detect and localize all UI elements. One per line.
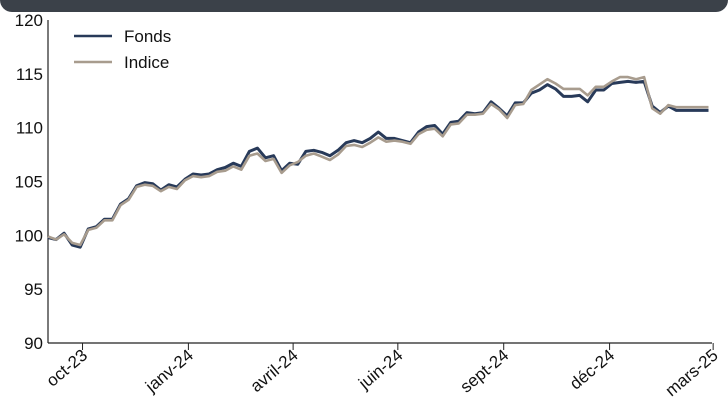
y-tick-label: 95 [24, 280, 43, 299]
x-tick-label: déc-24 [566, 346, 618, 394]
y-tick-label: 115 [16, 65, 43, 84]
x-tick-label: sept-24 [457, 346, 513, 397]
legend-label: Indice [124, 53, 169, 72]
x-tick-label: juin-24 [354, 346, 406, 394]
x-tick-label: janv-24 [141, 346, 197, 397]
header-band [0, 0, 728, 12]
legend: Fonds Indice [74, 27, 171, 72]
y-tick-label: 90 [24, 334, 43, 353]
y-tick-label: 105 [15, 173, 43, 192]
x-tick-label: oct-23 [43, 346, 91, 391]
x-tick-label: avril-24 [247, 346, 302, 396]
y-tick-label: 120 [15, 11, 43, 30]
series-line-indice [47, 75, 709, 247]
y-tick-label: 110 [16, 119, 43, 138]
legend-label: Fonds [124, 27, 171, 46]
series-line-fonds [47, 79, 709, 249]
x-tick-label: mars-25 [662, 346, 722, 401]
series-lines [47, 75, 709, 249]
y-axis: 90 95 100 105 110 115 120 [15, 11, 49, 353]
y-tick-label: 100 [15, 226, 43, 245]
x-axis: oct-23 janv-24 avril-24 juin-24 sept-24 déc-2… [43, 342, 722, 401]
